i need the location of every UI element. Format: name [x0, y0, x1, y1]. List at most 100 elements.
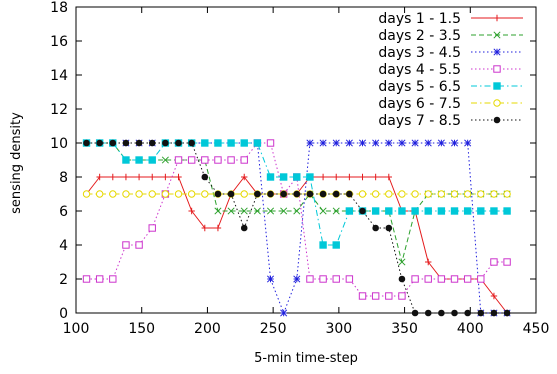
data-point [451, 309, 458, 317]
data-point [319, 173, 327, 181]
x-tick-label: 200 [194, 321, 221, 337]
data-point [240, 156, 248, 164]
data-point [332, 207, 340, 215]
data-point [346, 190, 353, 198]
data-point [293, 173, 301, 181]
data-point [214, 190, 222, 198]
plot-border [75, 6, 537, 314]
data-point [398, 139, 406, 147]
y-axis-label: sensing density [9, 112, 24, 214]
plot-frame [75, 6, 537, 314]
data-point [503, 258, 511, 266]
data-point [306, 173, 314, 181]
data-point [227, 207, 235, 215]
data-point [385, 173, 392, 181]
data-point [148, 190, 156, 198]
legend-label: days 7 - 8.5 [378, 113, 461, 129]
data-point [109, 139, 117, 147]
data-point [135, 139, 143, 147]
data-point [293, 207, 301, 215]
data-point [332, 139, 340, 147]
data-point [148, 139, 156, 147]
data-point [372, 139, 380, 147]
data-point [463, 207, 472, 215]
data-point [135, 190, 143, 198]
data-point [424, 139, 432, 147]
data-point [346, 173, 353, 181]
data-point [477, 275, 485, 283]
data-point [201, 156, 209, 164]
data-point [333, 173, 340, 181]
data-point [254, 190, 261, 198]
data-point [490, 190, 498, 198]
y-tick-label: 8 [59, 170, 68, 186]
data-point [424, 275, 432, 283]
data-point [385, 224, 393, 232]
legend-entry: days 4 - 5.5 [378, 62, 523, 78]
x-tick-label: 100 [63, 321, 90, 337]
data-point [122, 173, 130, 181]
data-point [345, 275, 354, 283]
data-point [490, 292, 498, 300]
data-point [437, 207, 446, 215]
legend-marker [493, 65, 501, 73]
series-line [86, 142, 508, 297]
legend-label: days 4 - 5.5 [378, 62, 461, 78]
data-point [490, 207, 498, 215]
x-tick-label: 300 [325, 321, 352, 337]
data-point [266, 275, 275, 283]
data-point [201, 224, 208, 232]
data-point [187, 190, 196, 198]
data-point [385, 207, 393, 215]
legend-label: days 5 - 6.5 [378, 79, 461, 95]
data-point [188, 139, 195, 147]
data-point [175, 139, 182, 147]
data-point [148, 224, 156, 232]
data-point [240, 190, 248, 198]
data-point [174, 190, 183, 198]
data-point [240, 139, 248, 147]
data-point [464, 309, 471, 317]
data-point [503, 309, 511, 317]
series-lines [82, 139, 511, 317]
data-point [385, 190, 393, 198]
legend-marker [493, 14, 501, 22]
data-point [437, 275, 446, 283]
data-point [464, 139, 472, 147]
y-tick-label: 16 [50, 34, 68, 50]
data-point [319, 190, 327, 198]
data-point [424, 207, 432, 215]
series-3 [82, 139, 511, 317]
data-point [398, 292, 406, 300]
data-point [201, 173, 209, 181]
data-point [477, 190, 485, 198]
data-point [345, 207, 354, 215]
data-point [503, 207, 511, 215]
data-point [411, 309, 419, 317]
data-point [241, 173, 248, 181]
data-point [122, 156, 130, 164]
data-point [371, 292, 380, 300]
data-point [175, 173, 182, 181]
data-point [319, 207, 327, 215]
axis-ticks: 100 150 200 250 300 350 400 450 0 2 4 6 8 10 12 14 16 18 [50, 0, 549, 337]
data-point [214, 207, 222, 215]
data-point [450, 139, 459, 147]
data-point [279, 173, 288, 181]
data-point [201, 139, 209, 147]
data-point [240, 207, 248, 215]
data-point [306, 139, 314, 147]
y-tick-label: 2 [59, 272, 68, 288]
data-point [398, 207, 406, 215]
data-point [345, 139, 353, 147]
y-tick-label: 14 [50, 68, 68, 84]
y-tick-label: 0 [59, 306, 68, 322]
legend-label: days 2 - 3.5 [378, 28, 461, 44]
data-point [266, 207, 275, 215]
y-tick-label: 10 [50, 136, 68, 152]
x-tick-label: 250 [260, 321, 287, 337]
data-point [319, 139, 327, 147]
data-point [188, 207, 195, 215]
data-point [161, 156, 169, 164]
series-2 [82, 139, 511, 266]
